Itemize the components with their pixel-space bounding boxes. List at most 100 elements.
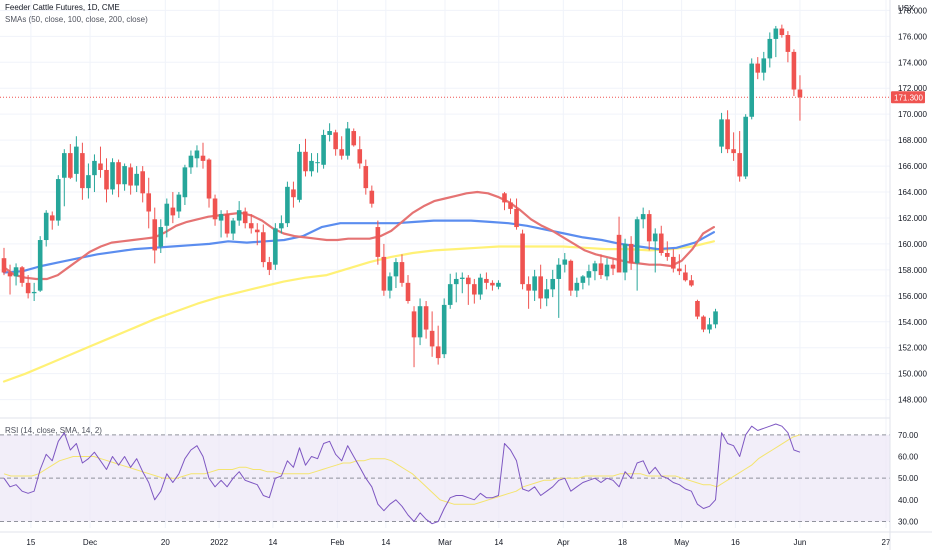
candle-body: [459, 277, 465, 279]
date-tick-label: 18: [618, 538, 627, 547]
candle-body: [25, 282, 31, 294]
candle-body: [719, 119, 724, 147]
candle-body: [574, 282, 580, 291]
candle-body: [315, 162, 320, 164]
candle-body: [695, 301, 700, 317]
candle-body: [80, 153, 85, 189]
candle-body: [393, 262, 399, 277]
candle-body: [785, 35, 791, 52]
candle-body: [737, 153, 742, 177]
candle-body: [134, 173, 139, 186]
candle-body: [43, 212, 49, 241]
rsi-legend: RSI (14, close, SMA, 14, 2): [5, 426, 102, 435]
candle-body: [92, 160, 97, 176]
candle-body: [484, 278, 489, 283]
candle-body: [37, 240, 43, 291]
candle-body: [19, 267, 25, 283]
candle-body: [297, 151, 302, 200]
candle-body: [652, 233, 658, 242]
rsi-band: [0, 434, 890, 522]
candle-body: [176, 194, 182, 212]
candle-body: [689, 280, 694, 286]
candle-body: [357, 149, 363, 164]
candle-body: [447, 284, 453, 305]
price-tick-label: 174.000: [898, 58, 927, 67]
price-tick-label: 150.000: [898, 370, 927, 379]
candle-body: [616, 234, 622, 273]
candle-body: [417, 306, 423, 338]
sma-legend: SMAs (50, close, 100, close, 200, close): [5, 15, 148, 24]
price-tick-label: 152.000: [898, 344, 927, 353]
rsi-lines: [3, 423, 801, 525]
candle-body: [242, 211, 248, 224]
candle-body: [604, 264, 610, 277]
candle-body: [339, 149, 344, 156]
candle-body: [74, 146, 79, 174]
candle-body: [375, 227, 381, 257]
candle-body: [267, 262, 272, 270]
date-tick-label: Feb: [331, 538, 345, 547]
candle-body: [369, 190, 375, 204]
rsi-tick-label: 70.00: [898, 431, 919, 440]
candle-body: [13, 267, 19, 277]
sma100-line: [2, 219, 715, 274]
candle-body: [140, 171, 145, 194]
candle-body: [683, 272, 688, 281]
candle-body: [466, 277, 471, 285]
candle-body: [333, 132, 338, 150]
candle-body: [429, 330, 435, 347]
candle-body: [520, 233, 525, 285]
candle-body: [68, 153, 73, 178]
candle-body: [182, 167, 188, 198]
candle-body: [279, 223, 284, 229]
candle-body: [260, 232, 266, 263]
date-tick-label: Apr: [557, 538, 570, 547]
candle-body: [387, 276, 393, 291]
date-tick-label: 14: [381, 538, 390, 547]
rsi-line: [3, 423, 801, 525]
date-tick-label: 14: [268, 538, 277, 547]
candle-body: [327, 131, 332, 135]
candle-body: [104, 169, 109, 190]
candle-body: [158, 227, 164, 247]
date-tick-label: Mar: [438, 538, 452, 547]
candle-body: [273, 228, 278, 265]
price-tick-label: 166.000: [898, 162, 927, 171]
candle-body: [381, 256, 387, 291]
date-tick-label: 20: [161, 538, 170, 547]
last-price-label: 171.300: [894, 93, 923, 102]
candle-body: [164, 203, 170, 226]
candle-body: [791, 51, 797, 90]
candle-body: [598, 263, 604, 276]
date-tick-label: Dec: [83, 538, 97, 547]
candle-body: [797, 89, 803, 98]
candle-body: [586, 271, 592, 278]
candle-body: [61, 153, 67, 178]
price-tick-label: 158.000: [898, 266, 927, 275]
candle-body: [646, 214, 652, 242]
candle-body: [532, 276, 537, 291]
candle-body: [321, 134, 326, 165]
date-tick-label: Jun: [793, 538, 806, 547]
candle-body: [677, 268, 682, 272]
date-tick-label: 27: [882, 538, 891, 547]
price-tick-label: 164.000: [898, 188, 927, 197]
candle-body: [580, 276, 586, 283]
price-tick-label: 176.000: [898, 32, 927, 41]
candle-body: [303, 151, 308, 172]
sma50-line: [2, 190, 715, 281]
candle-body: [478, 277, 483, 295]
candle-body: [556, 264, 562, 279]
sma200-line: [2, 240, 715, 383]
candle-body: [188, 155, 194, 168]
candle-body: [671, 256, 676, 269]
price-tick-label: 154.000: [898, 318, 927, 327]
candle-body: [538, 276, 543, 299]
candle-body: [749, 63, 755, 117]
rsi-tick-label: 30.00: [898, 518, 919, 527]
candle-body: [664, 253, 670, 257]
rsi-tick-label: 40.00: [898, 496, 919, 505]
